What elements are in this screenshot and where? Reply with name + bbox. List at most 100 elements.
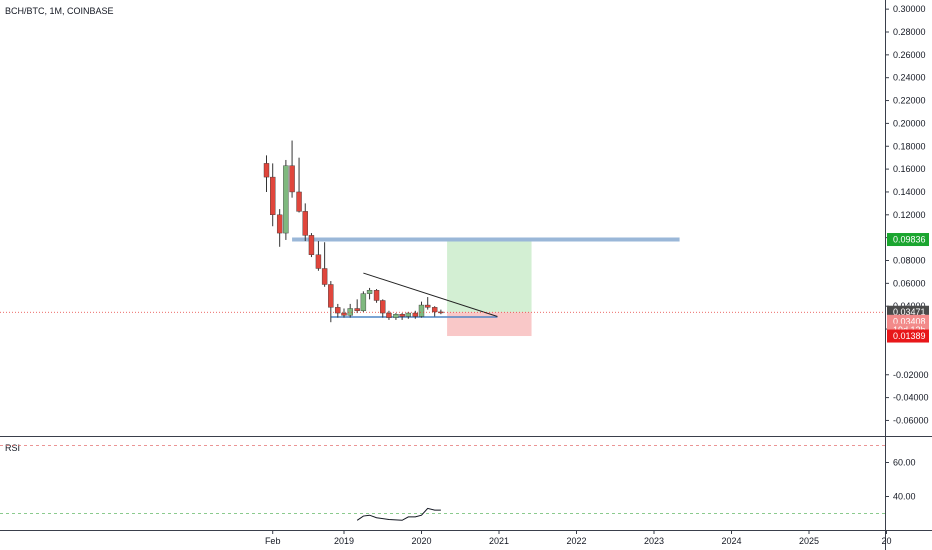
price-tag-label: 0.09836 bbox=[893, 235, 926, 245]
rsi-tick-label: 60.00 bbox=[893, 458, 916, 468]
candle bbox=[276, 209, 283, 247]
candle bbox=[373, 289, 380, 303]
candle bbox=[321, 242, 328, 287]
price-tick-label: 0.08000 bbox=[893, 256, 926, 266]
triangle-upper-line[interactable] bbox=[363, 272, 498, 317]
candle bbox=[366, 287, 373, 300]
price-tick-label: 0.12000 bbox=[893, 210, 926, 220]
candle bbox=[315, 241, 322, 271]
candle bbox=[283, 159, 289, 240]
price-tick-label: 0.28000 bbox=[893, 27, 926, 37]
candle-body bbox=[308, 235, 315, 255]
price-tick-label: -0.06000 bbox=[893, 415, 929, 425]
candle-body bbox=[418, 304, 425, 317]
candle bbox=[405, 311, 412, 319]
price-tick-label: 0.06000 bbox=[893, 278, 926, 288]
candle-body bbox=[296, 191, 302, 212]
triangle-drawing[interactable] bbox=[363, 272, 498, 317]
profit-zone[interactable] bbox=[447, 239, 532, 313]
candle-body bbox=[393, 313, 399, 318]
candle-body bbox=[412, 312, 418, 317]
candle-body bbox=[373, 290, 380, 301]
candle-body bbox=[366, 290, 373, 294]
price-tag: 0.01389 bbox=[887, 329, 929, 343]
time-tick-label: 2019 bbox=[334, 536, 354, 546]
candle-body bbox=[335, 307, 341, 314]
time-tick-label: 2020 bbox=[411, 536, 431, 546]
candle bbox=[308, 233, 315, 258]
level-lines[interactable] bbox=[292, 237, 680, 318]
price-tag-bg bbox=[887, 329, 929, 343]
price-tick-label: 0.22000 bbox=[893, 96, 926, 106]
candle bbox=[302, 203, 308, 242]
price-tick-label: 0.24000 bbox=[893, 73, 926, 83]
candle bbox=[296, 157, 302, 213]
candle-body bbox=[315, 254, 322, 269]
price-tick-label: 0.16000 bbox=[893, 164, 926, 174]
candle-body bbox=[276, 214, 283, 234]
candle bbox=[335, 303, 341, 318]
time-tick-label: Feb bbox=[265, 536, 281, 546]
candle-body bbox=[431, 307, 438, 313]
candle bbox=[341, 308, 347, 318]
candle bbox=[289, 140, 295, 198]
candle-body bbox=[302, 211, 308, 236]
price-tag-label: 0.01389 bbox=[893, 331, 926, 341]
candle bbox=[347, 303, 353, 318]
candle-body bbox=[289, 165, 295, 193]
candle-body bbox=[321, 268, 328, 285]
price-tick-label: 0.26000 bbox=[893, 50, 926, 60]
price-tick-label: 0.20000 bbox=[893, 118, 926, 128]
candle bbox=[399, 313, 405, 320]
candle bbox=[328, 281, 334, 323]
candle-body bbox=[341, 312, 347, 316]
candle bbox=[360, 291, 367, 312]
time-tick-label: 2023 bbox=[644, 536, 664, 546]
price-tag-label: 0.03408 bbox=[893, 316, 926, 326]
candle bbox=[431, 306, 438, 317]
candle bbox=[263, 155, 270, 192]
loss-zone[interactable] bbox=[447, 312, 532, 337]
candle-body bbox=[347, 308, 353, 316]
chart-title: BCH/BTC, 1M, COINBASE bbox=[5, 6, 114, 16]
candle-body bbox=[354, 308, 360, 311]
candle-body bbox=[360, 293, 367, 311]
candle bbox=[380, 299, 386, 318]
price-tag-label: 0.03471 bbox=[893, 307, 926, 317]
candle bbox=[354, 299, 360, 314]
rsi-label: RSI bbox=[5, 443, 20, 453]
candle-body bbox=[380, 300, 386, 314]
time-axis[interactable]: Feb 2019 2020 2021 2022 2023 2024 2025 20 bbox=[265, 530, 892, 546]
candle-body bbox=[328, 284, 334, 308]
time-tick-label: 2021 bbox=[489, 536, 509, 546]
time-tick-label: 20 bbox=[881, 536, 891, 546]
price-tag: 0.09836 bbox=[887, 233, 929, 247]
candlestick-series bbox=[263, 140, 444, 323]
time-tick-label: 2022 bbox=[566, 536, 586, 546]
candle bbox=[386, 310, 392, 320]
rsi-line bbox=[356, 507, 441, 521]
price-tick-label: -0.04000 bbox=[893, 393, 929, 403]
candle bbox=[412, 310, 418, 319]
candle-body bbox=[405, 312, 412, 317]
candle-body bbox=[425, 304, 431, 308]
candle-body bbox=[283, 165, 289, 234]
candle-body bbox=[399, 313, 405, 317]
price-tick-label: -0.02000 bbox=[893, 370, 929, 380]
candle-body bbox=[386, 312, 392, 318]
candle bbox=[270, 163, 276, 227]
time-tick-label: 2025 bbox=[799, 536, 819, 546]
rsi-tick-label: 40.00 bbox=[893, 492, 916, 502]
price-tag-bg bbox=[887, 233, 929, 247]
candle bbox=[393, 313, 399, 320]
position-zones[interactable] bbox=[447, 239, 532, 337]
price-tick-label: 0.14000 bbox=[893, 187, 926, 197]
time-tick-label: 2024 bbox=[721, 536, 741, 546]
price-tick-label: 0.30000 bbox=[893, 4, 926, 14]
rsi-pane[interactable]: RSI 60.00 40.00 bbox=[0, 443, 916, 521]
price-tick-label: 0.18000 bbox=[893, 141, 926, 151]
candle bbox=[425, 297, 431, 310]
candle-body bbox=[438, 311, 444, 314]
